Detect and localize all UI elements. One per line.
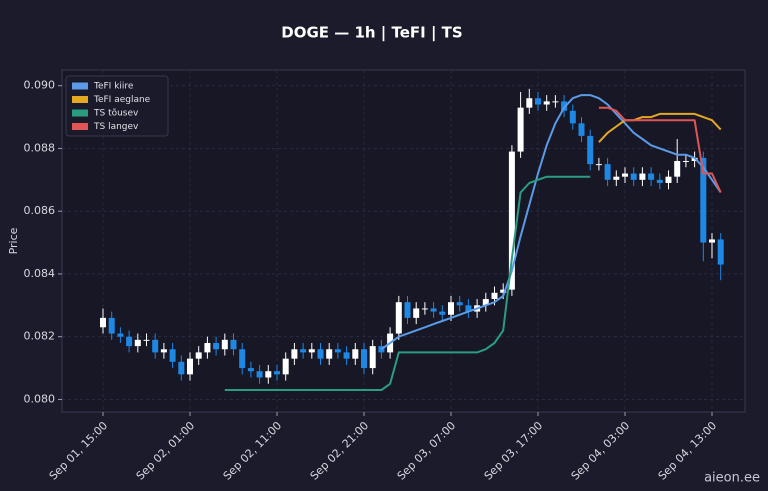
candle-body [395,302,402,334]
candle-body [448,302,454,315]
candle-body [126,336,133,347]
chart-title: DOGE — 1h | TeFI | TS [281,24,462,43]
candle-body [291,349,298,359]
candle-body [378,346,385,353]
candle-body [274,371,280,375]
candle-body [326,349,333,359]
y-tick-label: 0.086 [24,204,56,217]
line-series [598,106,722,193]
candle-body [717,239,724,265]
line-series [224,175,591,391]
candle-body [491,292,498,300]
candle-body [230,339,237,350]
candle-body [587,135,594,165]
candle-body [152,339,159,353]
y-tick-label: 0.084 [24,267,56,280]
candle-body [482,299,489,306]
candle-body [369,346,376,369]
candle-body [569,110,576,124]
candle-body [239,349,246,369]
candle-body [361,349,367,369]
candle-body [160,349,167,353]
candle-body [221,339,228,350]
candle-body [648,173,655,180]
candle-body [691,157,698,161]
legend-label: TeFI aeglane [93,95,151,105]
candle-body [195,352,202,359]
candle-body [256,371,263,378]
candle-body [413,308,420,318]
candle-body [169,349,176,362]
legend-swatch [72,123,88,130]
candle-body [709,239,715,243]
candle-body [204,342,211,353]
candle-body [543,101,550,105]
candle-body [578,123,585,136]
legend-label: TeFI kiire [93,82,134,92]
candle-body [317,349,324,359]
candle-body [308,349,315,353]
candle-body [682,160,689,162]
candle-body [561,101,568,111]
candle-body [334,349,341,353]
candle-body [508,151,515,290]
legend-box [65,75,169,137]
watermark: aieon.ee [704,471,760,486]
y-tick-label: 0.080 [24,392,56,405]
legend-label: TS tõusev [93,109,139,119]
candle-body [595,164,602,166]
candle-body [100,317,106,328]
y-tick-label: 0.088 [24,141,56,154]
candle-body [421,308,428,310]
y-tick-label: 0.090 [24,79,56,92]
candle-body [108,317,115,334]
candle-body [300,349,307,353]
candle-body [343,352,350,359]
candle-body [674,160,681,177]
candle-body [213,342,220,350]
candle-body [526,98,533,108]
candle-body [656,179,663,183]
candle-body [282,358,289,375]
candle-body [143,339,150,341]
legend-swatch [72,109,88,117]
candle-body [500,289,507,293]
candle-body [517,107,524,152]
candle-body [465,305,472,312]
candle-body [622,173,628,177]
candle-body [630,173,637,180]
candle-body [134,339,141,347]
line-series [598,112,722,143]
candle-body [665,176,672,183]
candle-body [117,333,124,337]
candle-body [404,302,411,318]
legend-swatch [72,96,88,103]
candle-body [456,302,463,306]
legend-swatch [72,82,88,90]
candle-body [552,101,559,103]
plot-area [61,69,746,413]
candle-body [613,176,620,180]
candle-body [430,308,437,312]
candle-body [187,358,193,375]
y-axis-label: Price [7,227,20,254]
legend-label: TS langev [93,122,139,132]
candle-body [639,173,646,180]
candle-body [247,368,254,372]
candle-body [700,157,707,243]
candle-body [604,164,611,180]
y-tick-label: 0.082 [24,330,56,343]
candle-body [178,361,185,375]
candle-body [265,371,272,378]
candle-body [439,311,446,315]
candle-body [535,98,541,105]
candle-body [352,349,359,359]
line-series [380,94,722,351]
